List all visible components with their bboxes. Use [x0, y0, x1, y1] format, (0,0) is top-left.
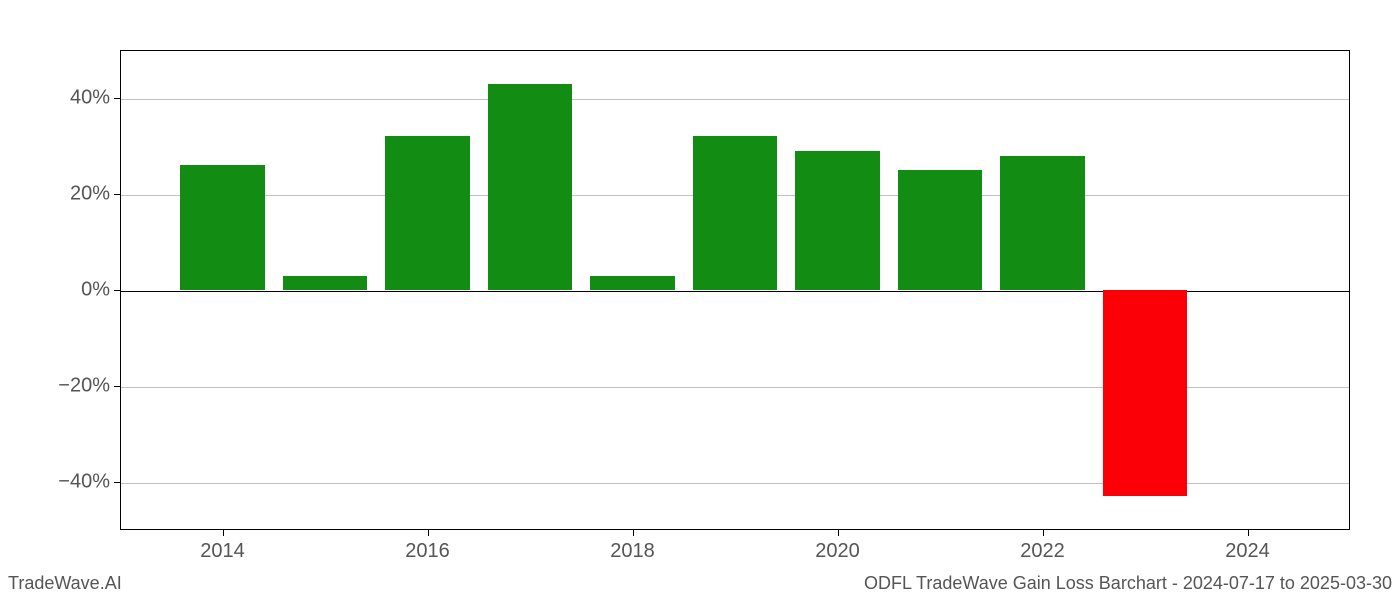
- y-tick-mark: [114, 194, 120, 195]
- bar: [488, 84, 572, 290]
- y-tick-label: −20%: [20, 375, 110, 398]
- bar: [795, 151, 879, 290]
- x-tick-mark: [633, 530, 634, 536]
- y-tick-label: 20%: [20, 183, 110, 206]
- x-tick-label: 2014: [200, 540, 245, 563]
- y-tick-mark: [114, 290, 120, 291]
- y-tick-mark: [114, 98, 120, 99]
- y-tick-label: −40%: [20, 471, 110, 494]
- bar: [1103, 290, 1187, 496]
- x-tick-label: 2018: [610, 540, 655, 563]
- bar: [898, 170, 982, 290]
- x-tick-mark: [223, 530, 224, 536]
- bar: [590, 276, 674, 290]
- bar: [693, 136, 777, 290]
- x-tick-mark: [838, 530, 839, 536]
- bar: [283, 276, 367, 290]
- footer-caption: ODFL TradeWave Gain Loss Barchart - 2024…: [864, 573, 1392, 594]
- x-tick-label: 2020: [815, 540, 860, 563]
- bar: [1000, 156, 1084, 290]
- x-tick-mark: [428, 530, 429, 536]
- y-tick-mark: [114, 386, 120, 387]
- x-tick-mark: [1248, 530, 1249, 536]
- x-tick-mark: [1043, 530, 1044, 536]
- x-tick-label: 2024: [1225, 540, 1270, 563]
- x-tick-label: 2016: [405, 540, 450, 563]
- x-tick-label: 2022: [1020, 540, 1065, 563]
- y-tick-label: 0%: [20, 279, 110, 302]
- gridline: [121, 99, 1349, 100]
- y-tick-mark: [114, 482, 120, 483]
- footer-brand: TradeWave.AI: [8, 573, 122, 594]
- y-tick-label: 40%: [20, 87, 110, 110]
- bar: [385, 136, 469, 290]
- bar: [180, 165, 264, 290]
